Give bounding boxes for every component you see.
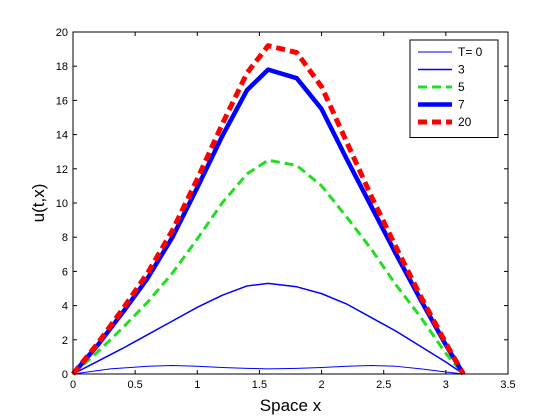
y-axis-label: u(t,x) [29,184,48,223]
y-tick-label: 2 [62,335,68,347]
x-tick-label: 0 [70,379,76,391]
x-tick-label: 2.5 [376,379,391,391]
y-tick-label: 8 [62,232,68,244]
x-tick-label: 0.5 [127,379,142,391]
x-tick-label: 2 [319,379,325,391]
x-tick-label: 1.5 [252,379,267,391]
series-line-1 [72,364,464,375]
series-line-5 [71,43,466,376]
x-tick-label: 3 [443,379,449,391]
x-tick-label: 1 [194,379,200,391]
ticks-layer: 0 0.5 1 1.5 2 2.5 3 3.5 0 2 4 6 8 10 12 14 16 18 20 [56,27,516,391]
series-layer [71,43,466,376]
y-tick-label: 12 [56,164,68,176]
y-tick-label: 10 [56,198,68,210]
legend: T= 0 3 5 7 20 [409,39,499,138]
y-tick-label: 18 [56,61,68,73]
legend-label-2: 3 [458,63,465,77]
legend-label-3: 5 [458,80,465,94]
legend-label-5: 20 [458,115,472,129]
y-tick-label: 16 [56,95,68,107]
y-tick-label: 20 [56,27,68,39]
legend-label-1: T= 0 [458,45,483,59]
series-line-3 [72,158,465,376]
y-tick-label: 6 [62,266,68,278]
series-line-4 [71,67,466,376]
x-axis-label: Space x [260,396,322,415]
y-tick-label: 14 [56,130,68,142]
legend-label-4: 7 [458,98,465,112]
y-tick-label: 0 [62,369,68,381]
series-line-2 [72,282,464,375]
x-tick-label: 3.5 [500,379,515,391]
y-tick-label: 4 [62,301,68,313]
